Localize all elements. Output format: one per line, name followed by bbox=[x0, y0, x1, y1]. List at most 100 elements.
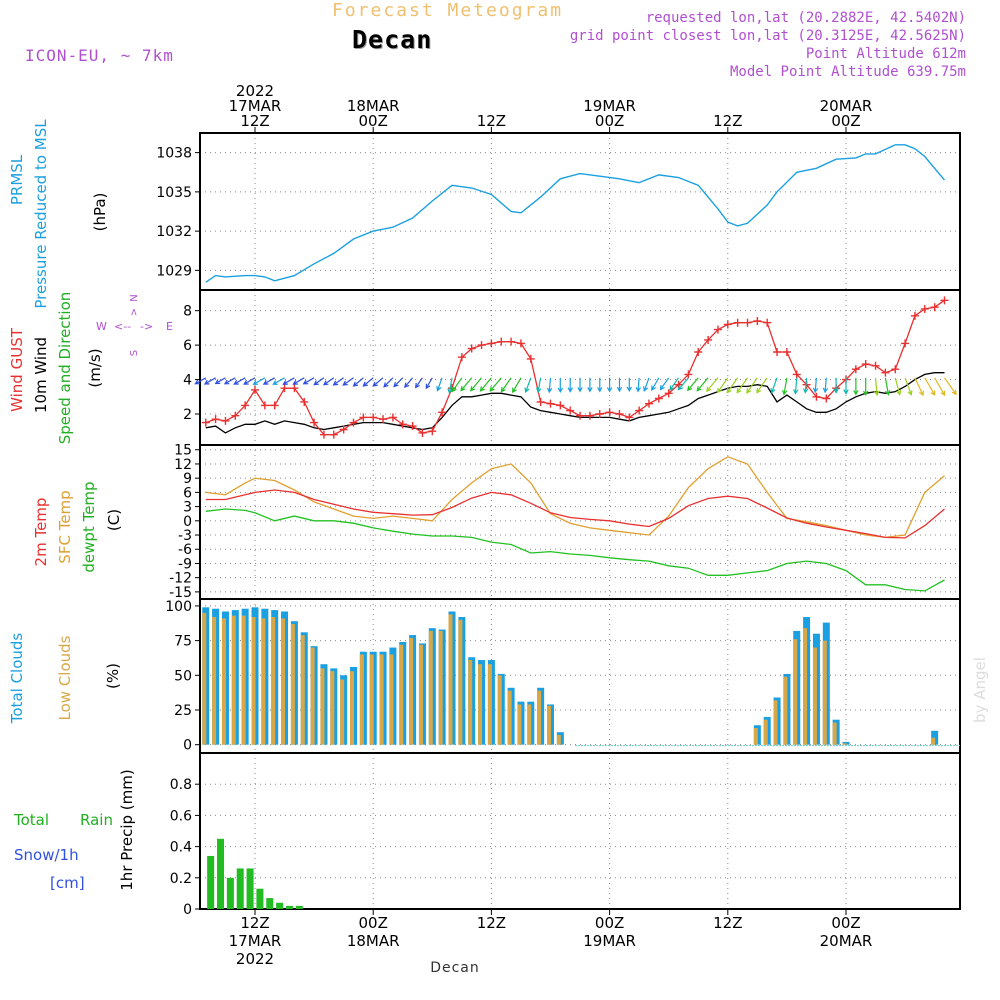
gust-marker bbox=[822, 394, 831, 403]
low-cloud-bar bbox=[428, 630, 433, 745]
wind-arrow bbox=[669, 377, 679, 391]
wind-arrow bbox=[262, 377, 276, 385]
gust-marker bbox=[251, 385, 259, 394]
gust-marker bbox=[753, 317, 762, 325]
gust-marker bbox=[812, 392, 821, 401]
sfc-temp-line bbox=[205, 456, 945, 539]
wind-arrow bbox=[243, 377, 256, 385]
low-cloud-bar bbox=[300, 635, 305, 745]
gust-marker bbox=[625, 413, 634, 422]
gust-marker bbox=[260, 401, 269, 410]
y-tick-label: -9 bbox=[178, 556, 192, 572]
gust-marker bbox=[851, 365, 860, 374]
gust-marker bbox=[428, 427, 437, 436]
y-tick-label: -12 bbox=[169, 571, 192, 587]
gust-marker bbox=[733, 318, 742, 327]
wind-arrow bbox=[557, 377, 564, 394]
y-tick-label: 1038 bbox=[156, 146, 192, 162]
gust-marker bbox=[595, 410, 604, 418]
wind-arrow bbox=[736, 377, 748, 394]
low-cloud-bar bbox=[803, 628, 808, 745]
bottom-axis-label: 20MAR bbox=[820, 932, 873, 950]
gust-marker bbox=[497, 337, 506, 346]
rain-bar bbox=[285, 905, 293, 909]
gust-marker bbox=[211, 415, 220, 424]
top-axis-label: 12Z bbox=[240, 112, 269, 130]
precip-axis-label: 1hr Precip (mm) bbox=[118, 769, 136, 890]
rain-bar bbox=[207, 855, 215, 909]
wind-units: (m/s) bbox=[86, 348, 104, 387]
gust-marker bbox=[773, 348, 782, 356]
gust-marker bbox=[605, 408, 614, 417]
bottom-axis-label: 19MAR bbox=[583, 932, 636, 950]
gust-marker bbox=[300, 397, 309, 406]
wind-arrow bbox=[914, 377, 924, 397]
wind-arrow bbox=[597, 377, 603, 393]
wind-arrow bbox=[782, 377, 788, 396]
wind-arrow bbox=[479, 377, 492, 392]
compass-east: E bbox=[166, 320, 173, 333]
pressure-label-prmsl: PRMSL bbox=[8, 154, 26, 205]
wind-speed-line bbox=[205, 372, 945, 434]
wind-arrow bbox=[322, 377, 335, 386]
gust-marker bbox=[310, 418, 319, 427]
low-cloud-bar bbox=[458, 619, 463, 745]
top-axis-label: 17MAR bbox=[229, 97, 282, 115]
gust-marker bbox=[280, 384, 289, 393]
panel-2: 2 4 6 8 bbox=[183, 289, 961, 446]
gust-marker bbox=[615, 410, 624, 418]
y-tick-label: 25 bbox=[174, 703, 192, 719]
gust-marker bbox=[201, 418, 210, 427]
precip-total-label: Total bbox=[13, 811, 49, 829]
wind-arrow bbox=[802, 377, 809, 394]
precip-bars bbox=[207, 838, 303, 909]
gust-marker bbox=[477, 341, 486, 350]
wind-direction-label: Speed and Direction bbox=[56, 292, 74, 445]
wind-arrow bbox=[944, 377, 957, 396]
wind-arrow bbox=[313, 377, 325, 386]
gust-marker bbox=[270, 401, 279, 410]
panel-1: 1029 1032 1035 1038 bbox=[156, 132, 961, 291]
gust-marker bbox=[398, 420, 407, 429]
low-cloud-bar bbox=[409, 637, 414, 745]
y-tick-label: 15 bbox=[174, 443, 192, 459]
low-cloud-bar bbox=[231, 615, 236, 745]
low-cloud-bar bbox=[468, 660, 473, 745]
compass-west: W bbox=[96, 320, 107, 333]
wind-arrow bbox=[282, 377, 295, 385]
dewpt-temp-label: dewpt Temp bbox=[80, 481, 98, 572]
gust-marker bbox=[290, 384, 299, 393]
wind-arrow bbox=[924, 377, 936, 396]
low-cloud-bar bbox=[241, 615, 246, 745]
panel-frame bbox=[199, 752, 961, 910]
gust-marker bbox=[635, 406, 644, 415]
wind-direction-arrows bbox=[194, 377, 957, 397]
temp-units: (C) bbox=[105, 509, 123, 531]
low-cloud-bar bbox=[399, 644, 404, 745]
x-axis-title: Decan bbox=[430, 960, 480, 976]
wind-arrow bbox=[352, 377, 364, 387]
wind-arrow bbox=[606, 377, 613, 393]
wind-arrow bbox=[716, 377, 729, 394]
bottom-axis-label: 00Z bbox=[595, 914, 624, 932]
y-tick-label: 6 bbox=[183, 485, 192, 501]
top-axis-label: 2022 bbox=[236, 82, 274, 100]
sfc-temp-label: SFC Temp bbox=[56, 490, 74, 563]
wind-arrow bbox=[822, 377, 829, 394]
low-cloud-bar bbox=[783, 676, 788, 745]
low-cloud-bar bbox=[340, 679, 345, 745]
gust-marker bbox=[467, 344, 476, 353]
bottom-axis-label: 00Z bbox=[359, 914, 388, 932]
gust-marker bbox=[654, 394, 663, 403]
gust-marker bbox=[319, 430, 328, 439]
gust-marker bbox=[645, 399, 653, 408]
low-cloud-bar bbox=[812, 647, 817, 745]
clouds-units: (%) bbox=[104, 663, 122, 689]
y-tick-label: -6 bbox=[178, 542, 192, 558]
wind-arrow bbox=[862, 377, 869, 397]
gust-marker bbox=[231, 411, 240, 420]
low-cloud-bar bbox=[487, 664, 492, 745]
